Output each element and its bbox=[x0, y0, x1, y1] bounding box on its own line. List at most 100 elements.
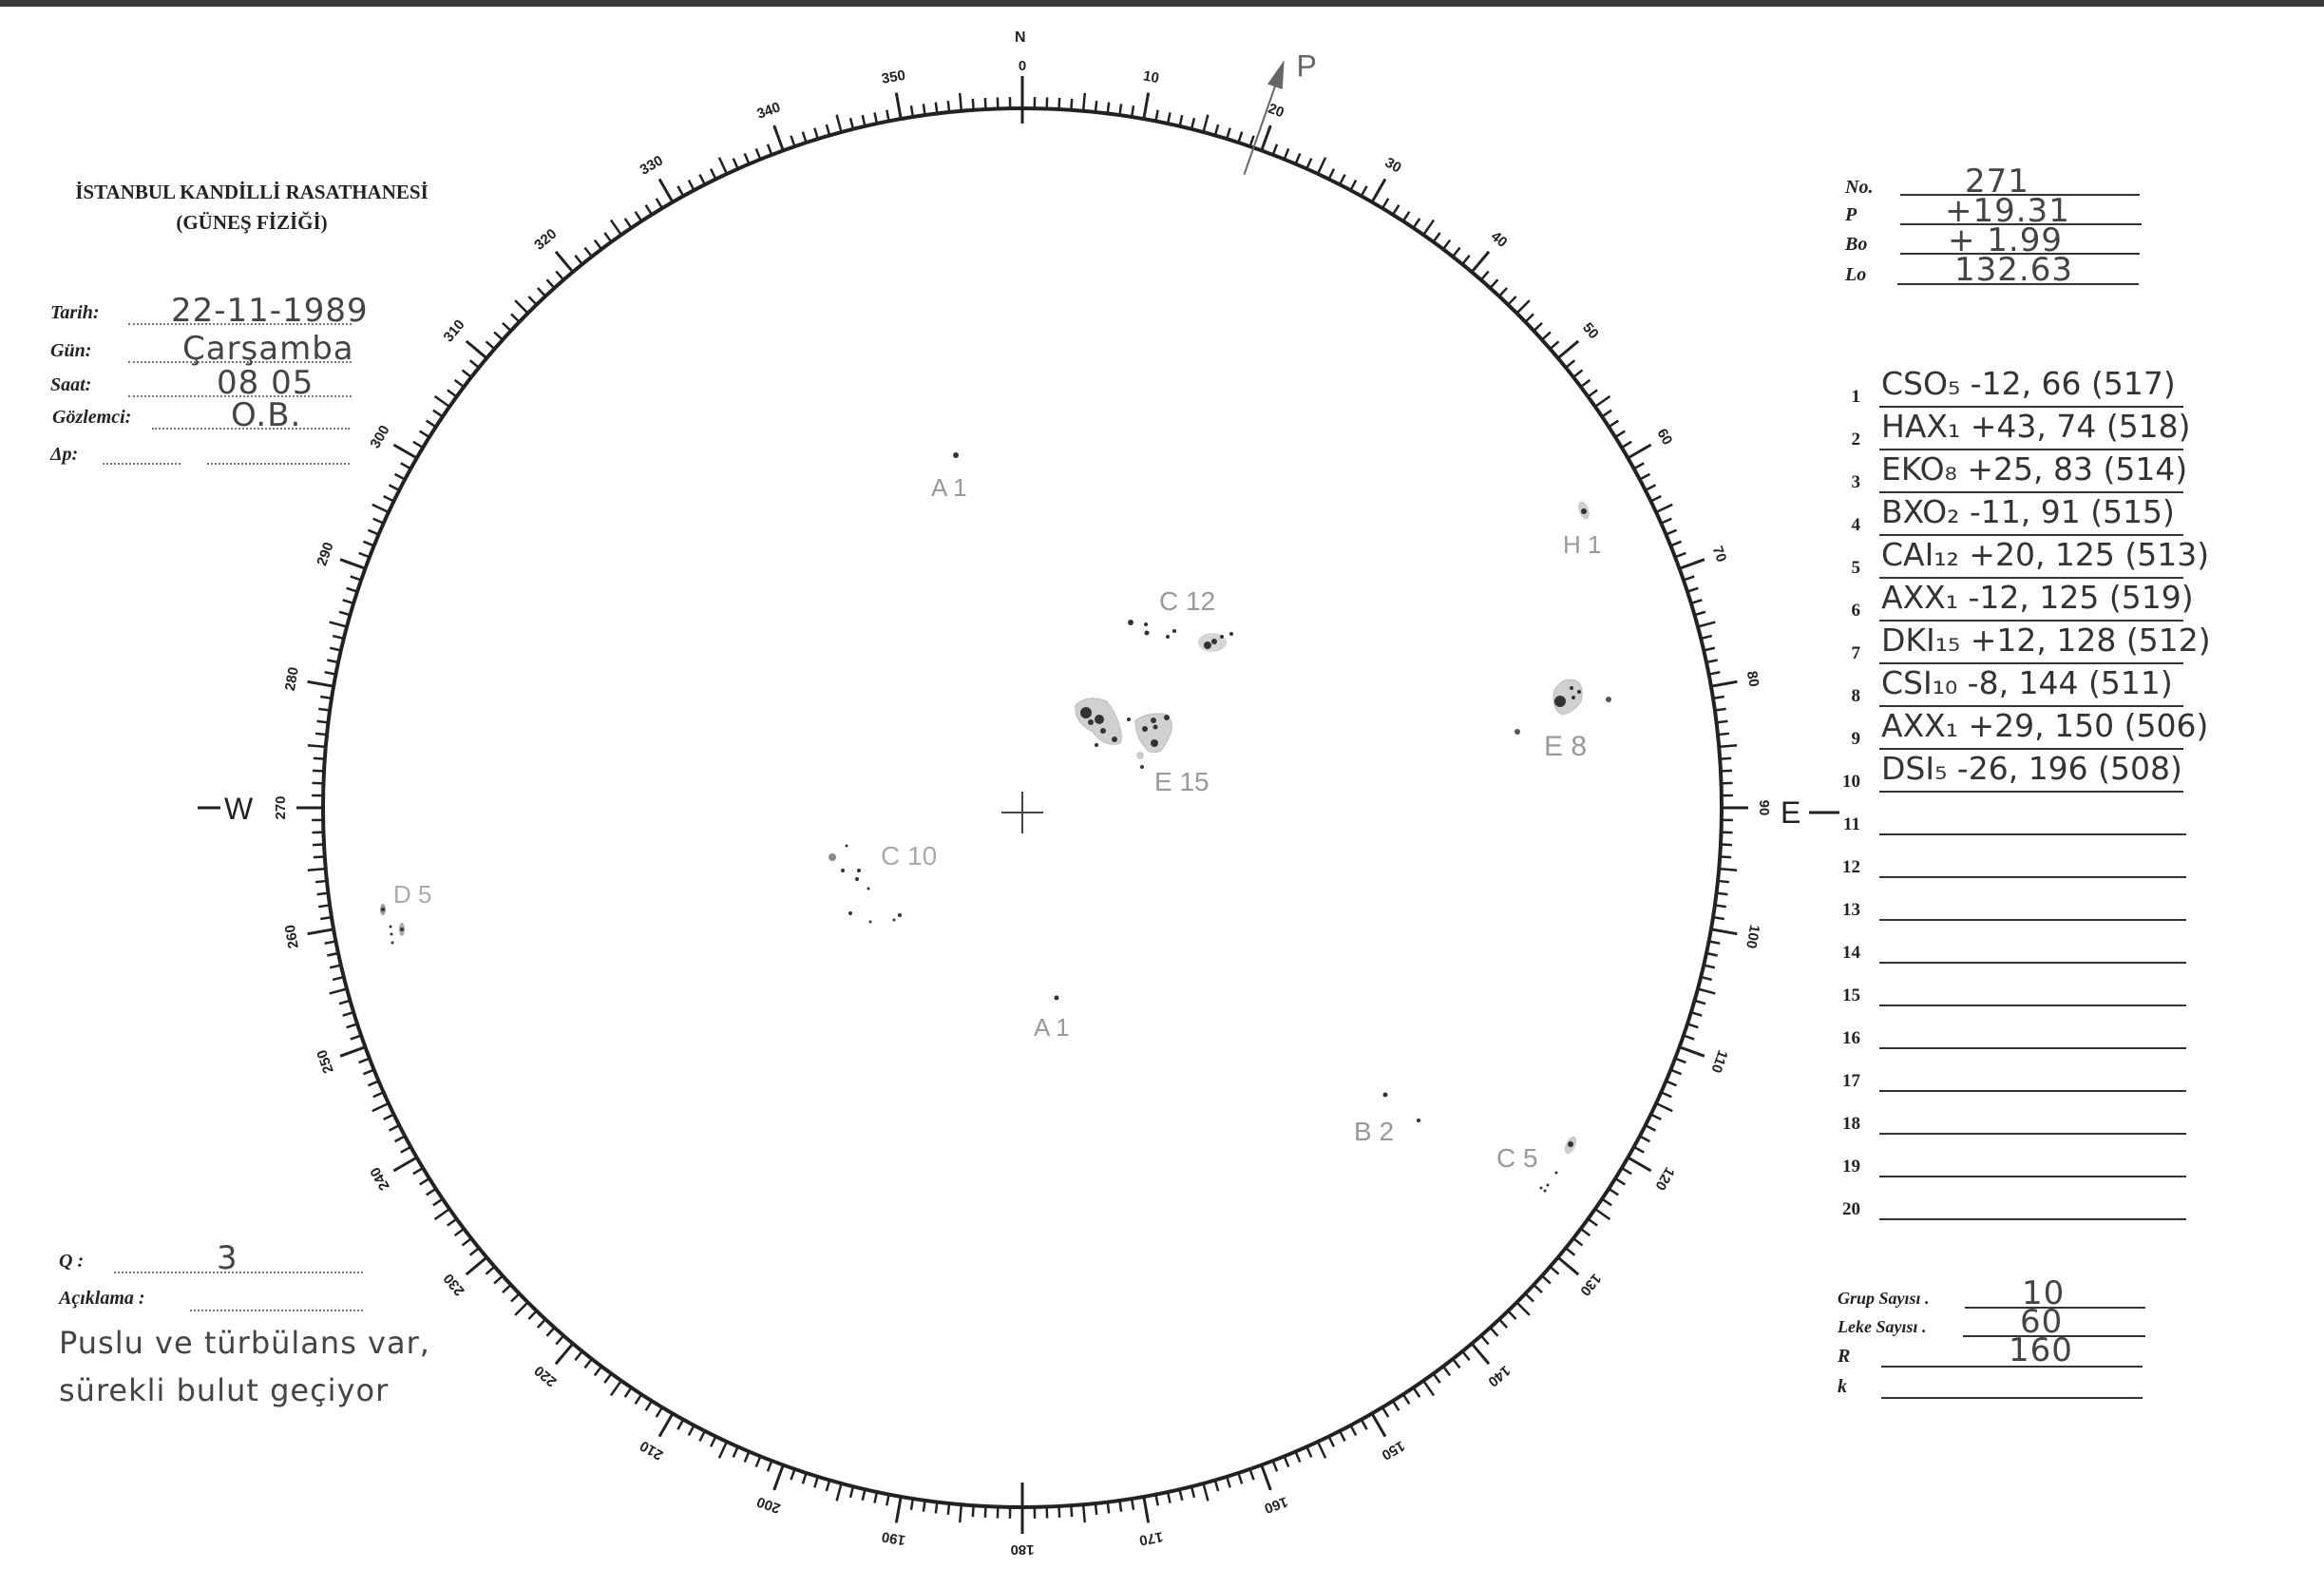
observer-line bbox=[152, 428, 350, 430]
group-label: E 15 bbox=[1154, 767, 1210, 796]
degree-tick bbox=[1370, 1412, 1387, 1438]
degree-tick bbox=[1470, 1342, 1491, 1366]
degree-label: 350 bbox=[881, 67, 907, 87]
degree-tick bbox=[1081, 92, 1087, 111]
observer-value[interactable]: O.B. bbox=[231, 396, 302, 434]
degree-tick bbox=[393, 1135, 406, 1143]
sunspot-group-h1[interactable]: H 1 bbox=[1563, 500, 1601, 559]
lo-line bbox=[1897, 283, 2139, 285]
sunspot-group-b2[interactable]: B 2 bbox=[1354, 1092, 1420, 1147]
degree-label: 20 bbox=[1266, 101, 1286, 122]
time-label: Saat: bbox=[50, 374, 92, 395]
degree-tick bbox=[835, 114, 843, 133]
notes-line-1[interactable]: Puslu ve türbülans var, bbox=[59, 1325, 430, 1361]
degree-label: 140 bbox=[1485, 1362, 1514, 1389]
degree-tick bbox=[1549, 1265, 1560, 1275]
degree-tick bbox=[717, 157, 729, 175]
degree-tick bbox=[1260, 1464, 1272, 1491]
group-label: D 5 bbox=[393, 880, 431, 909]
degree-label: 320 bbox=[531, 226, 560, 254]
group-row-number: 10 bbox=[1842, 772, 1860, 792]
degree-label: 170 bbox=[1138, 1528, 1165, 1548]
k-line bbox=[1881, 1397, 2143, 1399]
group-row-line bbox=[1879, 449, 2183, 450]
degree-tick bbox=[1556, 1255, 1580, 1276]
sunspot-group-c5[interactable]: C 5 bbox=[1496, 1135, 1579, 1193]
group-row-entry[interactable]: DKI₁₅ +12, 128 (512) bbox=[1881, 622, 2211, 659]
group-row-entry[interactable]: EKO₈ +25, 83 (514) bbox=[1881, 450, 2188, 488]
degree-tick bbox=[318, 707, 331, 712]
date-line bbox=[128, 323, 352, 325]
r-label: R bbox=[1838, 1346, 1851, 1367]
degree-tick bbox=[1719, 743, 1738, 749]
degree-tick bbox=[307, 867, 326, 872]
degree-tick bbox=[433, 394, 450, 408]
degree-tick bbox=[1674, 551, 1686, 559]
bo-value[interactable]: + 1.99 bbox=[1948, 221, 2063, 259]
degree-tick bbox=[554, 1342, 575, 1366]
r-value[interactable]: 160 bbox=[2009, 1331, 2073, 1369]
sunspot-group-d5[interactable]: D 5 bbox=[380, 880, 431, 945]
sunspot-group-c12[interactable]: C 12 bbox=[1128, 586, 1233, 652]
degree-tick bbox=[307, 928, 334, 936]
p-value[interactable]: +19.31 bbox=[1945, 192, 2070, 230]
bo-line bbox=[1900, 253, 2140, 255]
degree-tick bbox=[1627, 1156, 1652, 1173]
group-row-entry[interactable]: BXO₂ -11, 91 (515) bbox=[1881, 493, 2175, 530]
degree-tick bbox=[958, 92, 963, 111]
degree-label: 210 bbox=[638, 1437, 666, 1463]
degree-tick bbox=[1260, 124, 1272, 151]
degree-tick bbox=[1316, 1441, 1327, 1459]
q-value[interactable]: 3 bbox=[217, 1239, 238, 1277]
group-row-entry[interactable]: CSO₅ -12, 66 (517) bbox=[1881, 365, 2176, 402]
degree-tick bbox=[1679, 1045, 1705, 1058]
degree-tick bbox=[1674, 1057, 1686, 1064]
sunspot-group-c10[interactable]: C 10 bbox=[829, 841, 937, 924]
degree-tick bbox=[1316, 157, 1327, 175]
p-line bbox=[1900, 223, 2142, 225]
degree-tick bbox=[339, 1045, 366, 1058]
sunspot-group-e15[interactable]: E 15 bbox=[1075, 698, 1210, 796]
degree-tick bbox=[717, 1441, 729, 1459]
degree-tick bbox=[1422, 1380, 1436, 1397]
day-value[interactable]: Çarşamba bbox=[182, 330, 354, 368]
degree-tick bbox=[1710, 928, 1738, 936]
no-value[interactable]: 271 bbox=[1965, 163, 2029, 201]
degree-label: 10 bbox=[1142, 68, 1160, 87]
group-row-entry[interactable]: HAX₁ +43, 74 (518) bbox=[1881, 408, 2191, 445]
delta-p-label: Δp: bbox=[50, 444, 79, 465]
group-row-entry[interactable]: CSI₁₀ -8, 144 (511) bbox=[1881, 664, 2173, 701]
group-row-number: 19 bbox=[1842, 1157, 1860, 1177]
group-row-line bbox=[1879, 962, 2186, 964]
group-row-number: 2 bbox=[1851, 430, 1861, 450]
degree-tick bbox=[329, 621, 348, 628]
degree-label: 90 bbox=[1756, 800, 1772, 816]
group-row-line bbox=[1879, 534, 2183, 536]
degree-tick bbox=[514, 1301, 529, 1316]
sunspot-group-e8[interactable]: E 8 bbox=[1514, 679, 1611, 762]
degree-tick bbox=[886, 1494, 890, 1506]
group-row-line bbox=[1879, 748, 2183, 750]
degree-tick bbox=[687, 1425, 695, 1437]
degree-tick bbox=[1422, 219, 1436, 236]
group-row-entry[interactable]: AXX₁ -12, 125 (519) bbox=[1881, 579, 2194, 616]
no-line bbox=[1900, 194, 2140, 196]
lo-value[interactable]: 132.63 bbox=[1954, 251, 2073, 289]
date-value[interactable]: 22-11-1989 bbox=[171, 292, 369, 330]
degree-tick bbox=[555, 270, 565, 281]
sunspot-group-a1-upper[interactable]: A 1 bbox=[931, 452, 967, 502]
degree-label: 220 bbox=[531, 1362, 560, 1389]
east-label: E bbox=[1781, 795, 1800, 830]
group-count-value[interactable]: 10 bbox=[2022, 1274, 2066, 1312]
notes-line-2[interactable]: sürekli bulut geçiyor bbox=[59, 1372, 390, 1408]
time-value[interactable]: 08 05 bbox=[217, 364, 314, 402]
degree-label: 190 bbox=[881, 1528, 907, 1548]
spot-count-value[interactable]: 60 bbox=[2020, 1303, 2064, 1341]
degree-tick bbox=[1479, 1334, 1490, 1346]
group-row-entry[interactable]: CAI₁₂ +20, 125 (513) bbox=[1881, 536, 2210, 573]
group-row-entry[interactable]: AXX₁ +29, 150 (506) bbox=[1881, 707, 2209, 744]
degree-tick bbox=[958, 1504, 963, 1523]
group-row-entry[interactable]: DSI₅ -26, 196 (508) bbox=[1881, 750, 2182, 787]
degree-tick bbox=[1401, 1393, 1411, 1406]
sunspot-group-a1-lower[interactable]: A 1 bbox=[1034, 995, 1070, 1043]
